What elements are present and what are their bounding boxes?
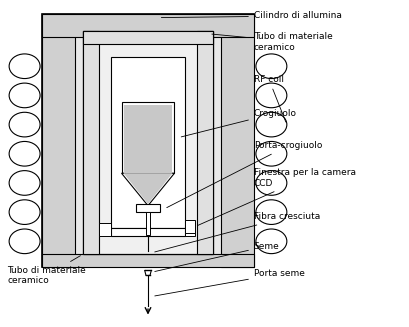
Text: Finestra per la camera
CCD: Finestra per la camera CCD: [197, 168, 355, 226]
Text: Porta-crogiuolo: Porta-crogiuolo: [166, 141, 321, 208]
Circle shape: [255, 54, 286, 78]
Bar: [135, 204, 160, 212]
Polygon shape: [123, 105, 172, 173]
Circle shape: [255, 112, 286, 137]
Bar: [111, 228, 184, 236]
Bar: [184, 223, 194, 236]
Bar: [83, 30, 213, 254]
Circle shape: [255, 229, 286, 254]
Circle shape: [9, 229, 40, 254]
Bar: [42, 14, 253, 37]
Bar: [145, 212, 150, 235]
Bar: [111, 57, 184, 228]
Text: Tubo di materiale
ceramico: Tubo di materiale ceramico: [7, 256, 86, 285]
Bar: [121, 102, 174, 173]
Circle shape: [255, 83, 286, 108]
Text: RF coil: RF coil: [253, 75, 285, 122]
Text: Seme: Seme: [154, 242, 279, 271]
Text: Crogiuolo: Crogiuolo: [181, 109, 296, 137]
Bar: [221, 14, 253, 267]
Bar: [184, 220, 194, 233]
Text: Fibra cresciuta: Fibra cresciuta: [154, 213, 319, 252]
Circle shape: [9, 112, 40, 137]
Bar: [99, 223, 111, 236]
Bar: [42, 254, 253, 267]
Polygon shape: [121, 173, 174, 206]
Bar: [83, 30, 213, 43]
Text: Porta seme: Porta seme: [155, 269, 304, 296]
Circle shape: [255, 200, 286, 224]
Circle shape: [9, 83, 40, 108]
Bar: [196, 30, 213, 254]
Text: Tubo di materiale
ceramico: Tubo di materiale ceramico: [211, 32, 332, 52]
Circle shape: [255, 142, 286, 166]
Bar: [42, 14, 253, 267]
Polygon shape: [123, 173, 172, 204]
Circle shape: [9, 200, 40, 224]
Circle shape: [9, 142, 40, 166]
Circle shape: [9, 171, 40, 195]
Circle shape: [255, 171, 286, 195]
Bar: [83, 30, 99, 254]
Circle shape: [9, 54, 40, 78]
Bar: [42, 14, 74, 267]
Text: Cilindro di allumina: Cilindro di allumina: [161, 11, 341, 21]
